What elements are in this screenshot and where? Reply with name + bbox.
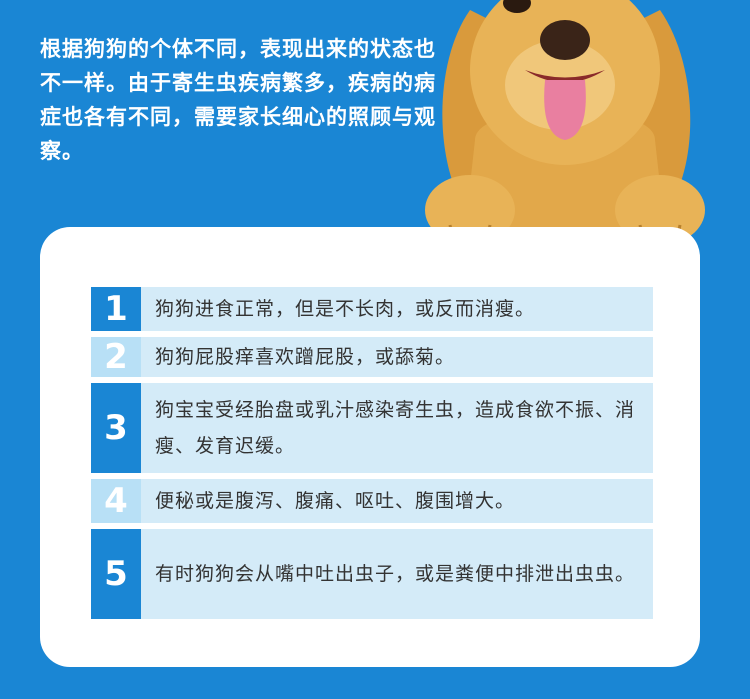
list-item: 5 有时狗狗会从嘴中吐出虫子，或是粪便中排泄出虫虫。 xyxy=(91,529,653,619)
item-text: 狗宝宝受经胎盘或乳汁感染寄生虫，造成食欲不振、消瘦、发育迟缓。 xyxy=(155,399,636,457)
list-item: 2 狗狗屁股痒喜欢蹭屁股，或舔菊。 xyxy=(91,337,653,377)
list-item: 3 狗宝宝受经胎盘或乳汁感染寄生虫，造成食欲不振、消瘦、发育迟缓。 xyxy=(91,383,653,473)
item-text: 便秘或是腹泻、腹痛、呕吐、腹围增大。 xyxy=(155,490,516,512)
item-number: 3 xyxy=(91,383,141,473)
item-number: 5 xyxy=(91,529,141,619)
symptom-list: 1 狗狗进食正常，但是不长肉，或反而消瘦。 2 狗狗屁股痒喜欢蹭屁股，或舔菊。 … xyxy=(91,287,653,625)
item-text: 狗狗屁股痒喜欢蹭屁股，或舔菊。 xyxy=(155,346,456,368)
list-item: 1 狗狗进食正常，但是不长肉，或反而消瘦。 xyxy=(91,287,653,331)
item-number: 4 xyxy=(91,479,141,523)
list-item: 4 便秘或是腹泻、腹痛、呕吐、腹围增大。 xyxy=(91,479,653,523)
item-number: 2 xyxy=(91,337,141,377)
item-number: 1 xyxy=(91,287,141,331)
dog-illustration xyxy=(425,0,705,245)
item-text: 狗狗进食正常，但是不长肉，或反而消瘦。 xyxy=(155,298,536,320)
item-text: 有时狗狗会从嘴中吐出虫子，或是粪便中排泄出虫虫。 xyxy=(155,563,636,585)
intro-text: 根据狗狗的个体不同，表现出来的状态也不一样。由于寄生虫疾病繁多，疾病的病症也各有… xyxy=(40,37,436,163)
